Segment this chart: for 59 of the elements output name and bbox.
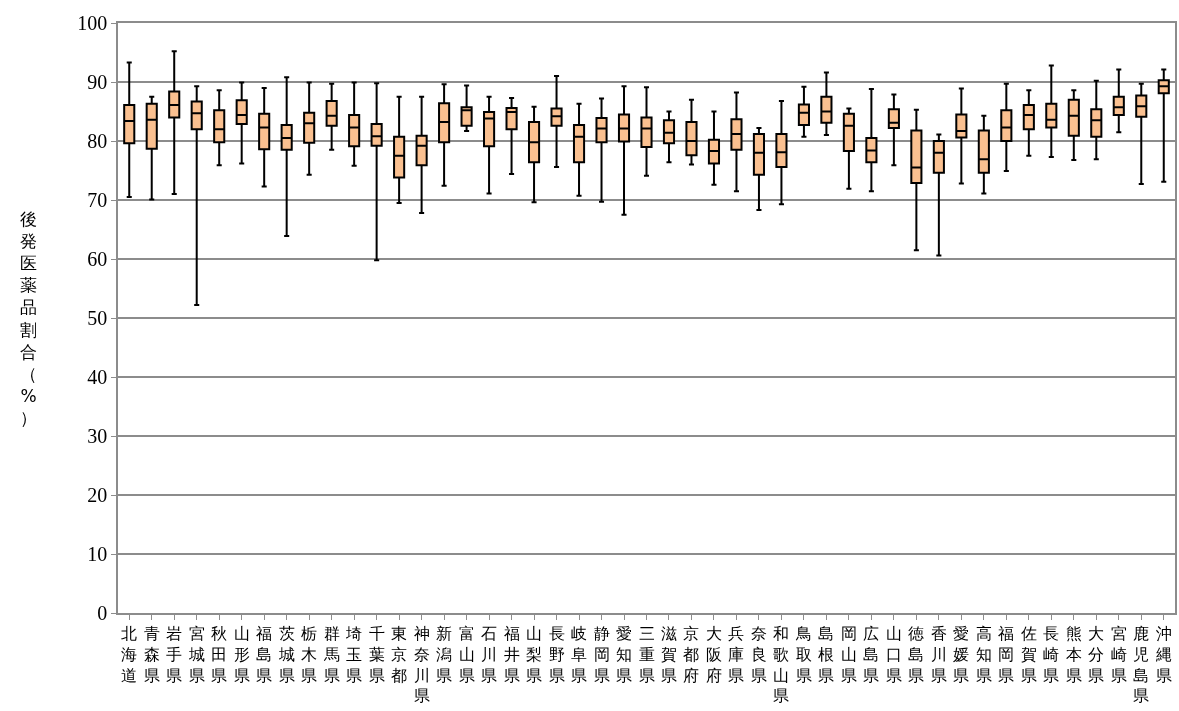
- x-tick-label: 鹿児島県: [1133, 623, 1150, 706]
- x-tick-label: 宮崎県: [1110, 623, 1127, 685]
- x-tick-label: 青森県: [143, 623, 160, 685]
- x-tick-label: 静岡県: [593, 623, 610, 685]
- x-tick-label: 埼玉県: [345, 623, 363, 685]
- x-tick-label: 徳島県: [908, 623, 925, 685]
- x-tick-label: 神奈川県: [413, 623, 430, 706]
- x-tick-label: 島根県: [818, 623, 835, 685]
- y-tick-label: 0: [97, 602, 108, 624]
- y-tick-label: 30: [87, 425, 108, 447]
- x-tick-label: 愛媛県: [953, 623, 970, 685]
- x-tick-label: 岐阜県: [571, 623, 588, 685]
- x-tick-label: 栃木県: [301, 623, 318, 685]
- x-tick-label: 奈良県: [750, 623, 767, 685]
- x-tick-label: 長野県: [548, 623, 565, 685]
- text: 後発医薬品割合（%）: [20, 209, 37, 428]
- x-tick-label: 鳥取県: [794, 623, 812, 685]
- x-tick-label: 福岡県: [998, 623, 1015, 685]
- y-tick-label: 60: [87, 248, 108, 270]
- y-tick-label: 10: [87, 543, 108, 565]
- x-tick-label: 福井県: [503, 623, 520, 685]
- x-tick-label: 京都府: [683, 623, 700, 685]
- x-tick-label: 山梨県: [526, 623, 543, 685]
- y-tick-label: 70: [87, 189, 108, 211]
- x-tick-label: 宮城県: [187, 623, 205, 685]
- x-tick-label: 大阪府: [705, 623, 722, 685]
- x-tick-label: 岩手県: [166, 623, 183, 685]
- x-tick-label: 岡山県: [840, 623, 857, 685]
- y-tick-label: 40: [87, 366, 108, 388]
- x-tick-label: 兵庫県: [728, 623, 745, 685]
- x-tick-label: 東京都: [391, 623, 408, 685]
- y-tick-label: 50: [87, 307, 108, 329]
- x-tick-label: 千葉県: [368, 623, 385, 685]
- x-tick-label: 茨城県: [277, 623, 295, 685]
- x-tick-label: 滋賀県: [660, 623, 677, 685]
- x-tick-label: 高知県: [975, 623, 992, 685]
- x-tick-label: 長崎県: [1043, 623, 1060, 685]
- x-tick-label: 富山県: [458, 623, 475, 685]
- x-tick-label: 香川県: [930, 623, 947, 685]
- x-tick-label: 愛知県: [616, 623, 633, 685]
- x-tick-label: 大分県: [1088, 623, 1105, 685]
- x-tick-label: 三重県: [638, 623, 655, 685]
- y-tick-label: 80: [87, 130, 108, 152]
- x-tick-label: 石川県: [481, 623, 498, 685]
- x-tick-label: 群馬県: [322, 623, 340, 685]
- x-tick-label: 広島県: [863, 623, 880, 685]
- y-tick-label: 20: [87, 484, 108, 506]
- x-tick-label: 和歌山県: [773, 623, 790, 706]
- y-tick-label: 90: [87, 71, 108, 93]
- x-tick-label: 秋田県: [211, 623, 228, 685]
- x-tick-label: 福島県: [256, 623, 273, 685]
- x-tick-label: 佐賀県: [1020, 623, 1037, 685]
- x-tick-label: 沖縄県: [1154, 623, 1172, 685]
- y-tick-label: 100: [77, 12, 108, 34]
- x-tick-label: 熊本県: [1065, 623, 1082, 685]
- x-tick-label: 北海道: [121, 623, 138, 685]
- x-tick-label: 山口県: [885, 623, 902, 685]
- x-tick-label: 山形県: [233, 623, 250, 685]
- x-tick-label: 新潟県: [436, 623, 453, 685]
